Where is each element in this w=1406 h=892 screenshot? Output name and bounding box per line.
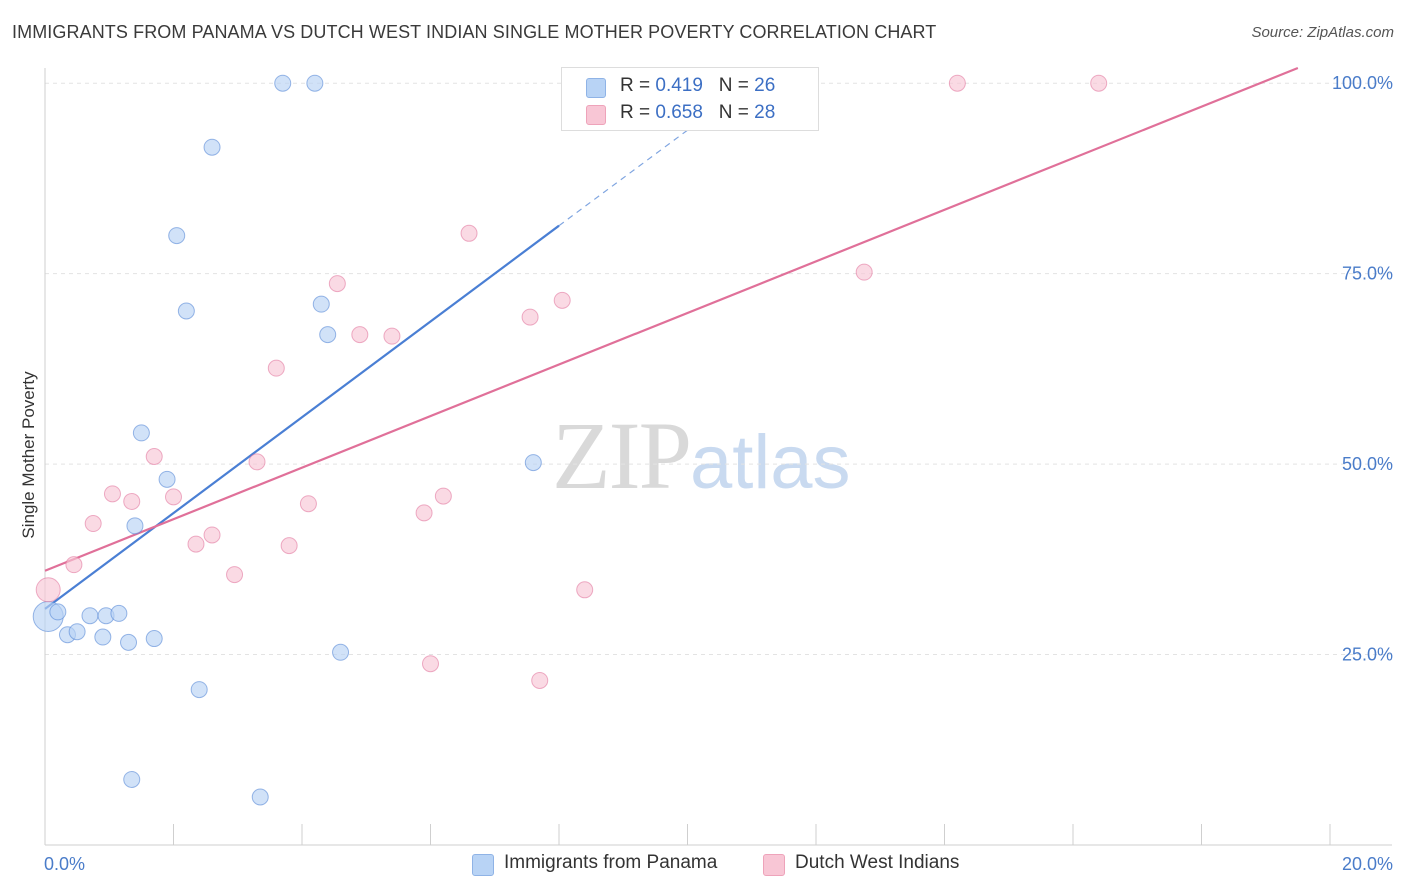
ticks: 25.0% 50.0% 75.0% 100.0% 0.0% 20.0% [44, 73, 1393, 874]
point-dutch [460, 224, 478, 242]
point-dutch [1090, 74, 1108, 92]
legend-n-value: 28 [754, 102, 776, 123]
point-panama [319, 326, 337, 344]
point-dutch [576, 581, 594, 599]
legend-n-value: 26 [754, 75, 776, 96]
x-tick-label: 20.0% [1342, 854, 1393, 874]
y-tick-label: 50.0% [1342, 454, 1393, 474]
point-panama [126, 517, 144, 535]
point-dutch [165, 488, 182, 506]
point-panama [120, 633, 138, 651]
watermark: ZIPatlas [552, 400, 851, 511]
data-points [32, 74, 1108, 806]
point-dutch [267, 359, 285, 377]
point-dutch [203, 526, 221, 544]
trend-line-dutch [44, 66, 1299, 572]
point-panama [274, 74, 292, 92]
point-dutch [948, 74, 966, 92]
legend-swatch-dutch [586, 105, 606, 125]
point-dutch [383, 327, 401, 345]
series-legend: Immigrants from Panama Dutch West Indian… [0, 851, 1406, 879]
series-swatch-panama [472, 854, 494, 876]
trend-line-extension [558, 101, 727, 227]
point-panama [49, 603, 67, 621]
point-dutch [434, 487, 452, 505]
axes [44, 68, 1392, 846]
x-tick-label: 0.0% [44, 854, 85, 874]
y-tick-label: 75.0% [1342, 264, 1393, 284]
legend-r-label: R = [620, 102, 651, 123]
legend-r-label: R = [620, 75, 651, 96]
y-axis-label: Single Mother Poverty [19, 371, 38, 539]
legend-n-label: N = [718, 102, 749, 123]
point-panama [110, 604, 128, 622]
point-panama [203, 138, 221, 156]
point-panama [94, 628, 112, 646]
series-swatch-dutch [763, 854, 785, 876]
series-label-dutch: Dutch West Indians [795, 852, 960, 873]
point-dutch [145, 448, 163, 465]
point-dutch [415, 504, 433, 522]
point-panama [168, 227, 186, 245]
point-dutch [84, 515, 102, 533]
trend-line-panama [44, 224, 560, 610]
point-dutch [422, 655, 439, 673]
trend-lines [44, 66, 1299, 610]
point-panama [306, 74, 324, 92]
y-tick-label: 25.0% [1342, 645, 1393, 665]
point-panama [251, 788, 269, 806]
legend-r-value: 0.658 [655, 102, 703, 123]
point-panama [524, 454, 542, 472]
point-panama [332, 643, 350, 661]
legend-swatch-panama [586, 78, 606, 98]
point-panama [312, 295, 330, 313]
correlation-legend: R = 0.419 N = 26 R = 0.658 N = 28 [561, 67, 819, 131]
point-panama [81, 607, 99, 625]
point-dutch [226, 566, 244, 584]
point-dutch [553, 291, 571, 309]
watermark-zip: ZIP [552, 402, 692, 509]
point-panama [68, 623, 86, 641]
point-dutch [123, 492, 141, 510]
series-label-panama: Immigrants from Panama [504, 852, 718, 873]
legend-n-label: N = [718, 75, 749, 96]
point-dutch [328, 275, 346, 293]
point-dutch [103, 485, 121, 503]
point-dutch [855, 263, 873, 281]
point-dutch [531, 671, 549, 689]
point-panama [123, 770, 141, 788]
grid [45, 82, 1392, 656]
point-panama [158, 470, 176, 488]
point-dutch [299, 495, 317, 513]
point-dutch [248, 453, 266, 471]
point-dutch [351, 326, 369, 344]
point-panama [132, 424, 150, 442]
point-panama [177, 302, 195, 320]
legend-r-value: 0.419 [655, 75, 703, 96]
point-dutch [187, 535, 205, 553]
watermark-atlas: atlas [690, 420, 851, 505]
point-dutch [280, 537, 298, 555]
point-dutch [35, 577, 61, 603]
point-dutch [65, 556, 83, 574]
y-tick-label: 100.0% [1332, 73, 1393, 93]
point-dutch [521, 308, 539, 326]
point-panama [190, 681, 208, 699]
chart-title: IMMIGRANTS FROM PANAMA VS DUTCH WEST IND… [12, 22, 937, 42]
point-panama [145, 630, 163, 648]
source-label: Source: ZipAtlas.com [1251, 24, 1394, 41]
